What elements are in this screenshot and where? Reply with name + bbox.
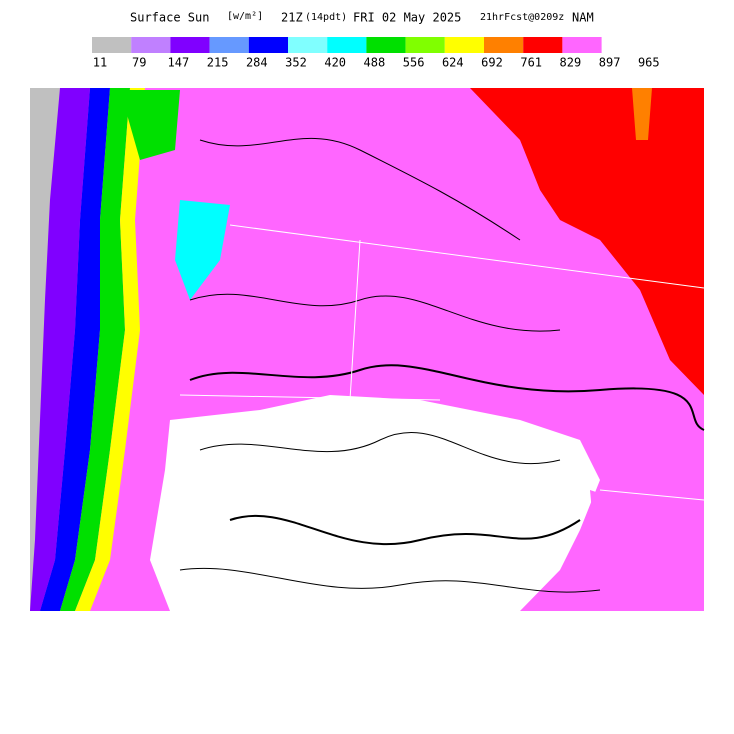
cloud-patch-2	[120, 90, 180, 160]
valid-time: 21Z	[281, 11, 303, 25]
colorbar-label: 488	[364, 56, 386, 70]
colorbar-label: 761	[520, 56, 542, 70]
colorbar-label: 692	[481, 56, 503, 70]
color-box	[131, 37, 171, 53]
cloud-band-4	[75, 88, 145, 611]
color-box	[484, 37, 524, 53]
colorbar-label: 147	[168, 56, 190, 70]
color-box	[248, 37, 288, 53]
map	[30, 88, 705, 611]
contour	[229, 514, 581, 546]
contour	[189, 364, 705, 431]
date: FRI 02 May 2025	[353, 11, 461, 25]
model: NAM	[572, 11, 594, 25]
colorbar-label: 624	[442, 56, 464, 70]
colorbar-label: 897	[599, 56, 621, 70]
forecast: 21hrFcst@0209z	[480, 12, 564, 23]
colorbar: 11 79 147 215 284 352 420 488 556 624 692 761 829 897…	[92, 37, 660, 70]
color-box	[366, 37, 406, 53]
contour	[199, 431, 561, 465]
colorbar-label: 420	[324, 56, 346, 70]
color-box	[170, 37, 210, 53]
field-name: Surface Sun	[130, 11, 209, 25]
cloud-band-3	[60, 88, 130, 611]
local-time: (14pdt)	[305, 12, 347, 23]
colorbar-label: 556	[403, 56, 425, 70]
cloud-patch	[175, 200, 230, 300]
cloud-band-2	[40, 88, 110, 611]
colorbar-label: 829	[560, 56, 582, 70]
pink-patch	[590, 490, 640, 600]
high-radiation-region	[470, 88, 704, 395]
contour	[189, 293, 561, 332]
colorbar-label: 11	[93, 56, 107, 70]
colorbar-label: 284	[246, 56, 268, 70]
color-box	[523, 37, 563, 53]
highest-radiation-area	[632, 88, 652, 140]
color-box	[92, 37, 132, 53]
color-box	[288, 37, 328, 53]
cloud-region	[30, 88, 60, 611]
colorbar-label: 965	[638, 56, 660, 70]
color-box	[209, 37, 249, 53]
cloud-band	[30, 88, 90, 611]
colorbar-label: 352	[285, 56, 307, 70]
colorbar-label: 215	[207, 56, 229, 70]
header: Surface Sun [w/m²] 21Z (14pdt) FRI 02 Ma…	[130, 11, 594, 25]
color-box	[444, 37, 484, 53]
units: [w/m²]	[227, 11, 263, 22]
contour	[199, 137, 521, 241]
color-box	[405, 37, 445, 53]
contour	[179, 567, 601, 593]
lower-radiation-region	[150, 395, 600, 611]
color-box	[327, 37, 367, 53]
color-box	[562, 37, 602, 53]
state-border	[179, 224, 705, 501]
colorbar-label: 79	[132, 56, 146, 70]
